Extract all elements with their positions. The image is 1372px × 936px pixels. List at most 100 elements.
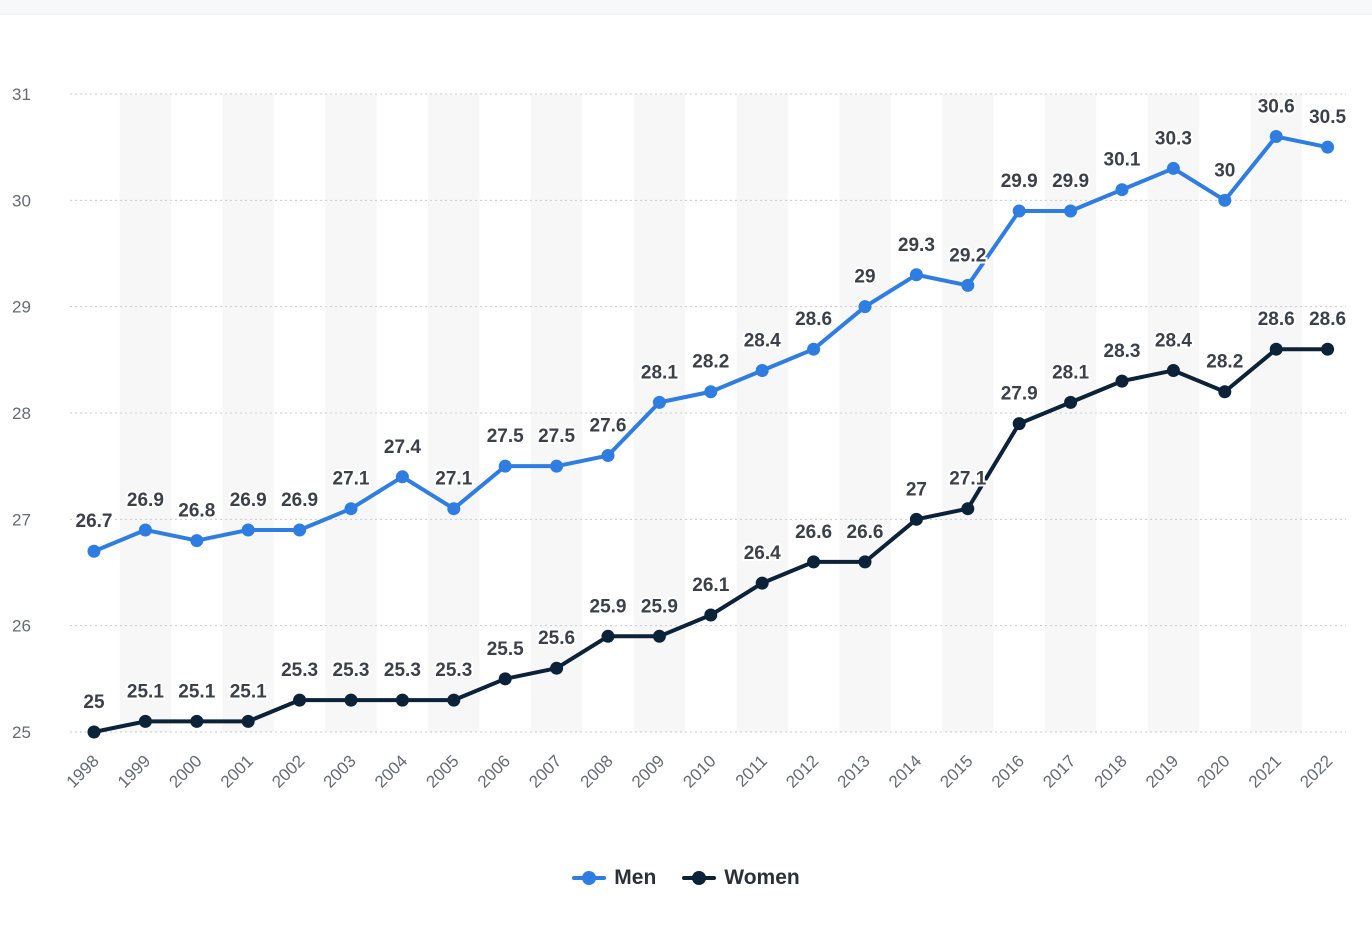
legend-marker-women: [682, 870, 717, 886]
data-point-men[interactable]: [652, 395, 666, 409]
data-point-men[interactable]: [1115, 183, 1129, 197]
data-label-men: 29.2: [949, 245, 986, 266]
data-point-men[interactable]: [601, 449, 615, 463]
data-label-men: 28.4: [744, 330, 781, 351]
data-label-men: 30: [1214, 160, 1235, 181]
legend: Men Women: [0, 866, 1372, 890]
data-point-women[interactable]: [652, 629, 666, 643]
data-point-men[interactable]: [909, 268, 923, 282]
data-label-women: 28.1: [1052, 362, 1089, 383]
data-point-men[interactable]: [1166, 161, 1180, 175]
legend-item-women[interactable]: Women: [682, 866, 800, 890]
y-tick-label: 26: [12, 617, 31, 636]
x-tick-label: 2019: [1142, 751, 1182, 791]
data-label-men: 27.1: [435, 469, 472, 490]
data-label-men: 27.5: [487, 426, 524, 447]
y-tick-label: 31: [12, 85, 31, 104]
data-point-men[interactable]: [344, 502, 358, 516]
y-tick-label: 28: [12, 404, 31, 423]
x-tick-label: 2001: [217, 751, 257, 791]
data-point-women[interactable]: [395, 693, 409, 707]
data-point-men[interactable]: [1269, 130, 1283, 144]
data-point-men[interactable]: [858, 300, 872, 314]
data-point-women[interactable]: [550, 661, 564, 675]
data-label-men: 26.9: [127, 490, 164, 511]
data-point-women[interactable]: [1321, 342, 1335, 356]
data-label-men: 27.6: [590, 416, 627, 437]
data-label-women: 26.4: [744, 543, 781, 564]
data-point-women[interactable]: [1064, 395, 1078, 409]
data-point-women[interactable]: [344, 693, 358, 707]
data-point-women[interactable]: [961, 502, 975, 516]
legend-label-women: Women: [724, 866, 800, 889]
data-point-men[interactable]: [1321, 140, 1335, 154]
data-label-women: 28.6: [1258, 309, 1295, 330]
data-point-men[interactable]: [704, 385, 718, 399]
x-tick-label: 2021: [1245, 751, 1285, 791]
data-point-women[interactable]: [1269, 342, 1283, 356]
data-label-women: 25.5: [487, 639, 524, 660]
data-point-women[interactable]: [138, 714, 152, 728]
data-point-women[interactable]: [909, 512, 923, 526]
data-point-men[interactable]: [1218, 193, 1232, 207]
data-point-women[interactable]: [601, 629, 615, 643]
data-point-women[interactable]: [87, 725, 101, 739]
data-label-men: 29.9: [1052, 171, 1089, 192]
x-tick-label: 2014: [885, 751, 925, 791]
x-tick-label: 2009: [628, 751, 668, 791]
y-tick-label: 29: [12, 298, 31, 317]
data-label-women: 25.3: [384, 660, 421, 681]
data-label-women: 25.9: [590, 596, 627, 617]
data-point-men[interactable]: [1012, 204, 1026, 218]
legend-marker-men: [572, 870, 607, 886]
series-points: [87, 130, 1335, 739]
data-point-women[interactable]: [1166, 363, 1180, 377]
data-point-women[interactable]: [807, 555, 821, 569]
data-point-men[interactable]: [550, 459, 564, 473]
data-point-women[interactable]: [1115, 374, 1129, 388]
data-point-men[interactable]: [498, 459, 512, 473]
legend-dot-women: [692, 871, 707, 885]
data-label-women: 25.3: [435, 660, 472, 681]
legend-item-men[interactable]: Men: [572, 866, 656, 890]
data-point-women[interactable]: [1012, 417, 1026, 431]
data-point-women[interactable]: [190, 714, 204, 728]
data-point-women[interactable]: [498, 672, 512, 686]
data-point-women[interactable]: [241, 714, 255, 728]
data-point-women[interactable]: [858, 555, 872, 569]
x-tick-label: 2000: [165, 751, 205, 791]
data-label-women: 28.3: [1104, 341, 1141, 362]
data-point-men[interactable]: [1064, 204, 1078, 218]
data-point-women[interactable]: [704, 608, 718, 622]
data-point-men[interactable]: [293, 523, 307, 537]
data-point-men[interactable]: [241, 523, 255, 537]
data-label-men: 27.4: [384, 437, 421, 458]
data-point-women[interactable]: [447, 693, 461, 707]
data-point-men[interactable]: [961, 278, 975, 292]
data-point-men[interactable]: [190, 534, 204, 548]
x-axis-ticks: 1998 1999 2000 2001 2002 2003 2004 2005 2006 2007…: [63, 751, 1337, 791]
data-label-women: 25.6: [538, 628, 575, 649]
data-point-women[interactable]: [755, 576, 769, 590]
data-point-men[interactable]: [138, 523, 152, 537]
data-label-women: 27.9: [1001, 384, 1038, 405]
x-tick-label: 2004: [371, 751, 411, 791]
x-tick-label: 2016: [988, 751, 1028, 791]
data-point-men[interactable]: [807, 342, 821, 356]
data-point-men[interactable]: [755, 363, 769, 377]
data-point-men[interactable]: [87, 544, 101, 558]
data-labels: 26.7 26.9 26.8 26.9 26.9 27.1 27.4 27.1 27.5 27.5…: [74, 95, 1349, 715]
data-point-men[interactable]: [447, 502, 461, 516]
x-tick-label: 2017: [1039, 751, 1079, 791]
data-label-women: 27.1: [949, 469, 986, 490]
data-label-women: 25.1: [127, 681, 164, 702]
data-label-men: 29: [854, 267, 875, 288]
data-point-men[interactable]: [395, 470, 409, 484]
data-label-men: 28.2: [692, 352, 729, 373]
x-tick-label: 1998: [63, 751, 103, 791]
series-line-women: [92, 347, 1330, 734]
x-tick-label: 2002: [268, 751, 308, 791]
data-point-women[interactable]: [293, 693, 307, 707]
data-point-women[interactable]: [1218, 385, 1232, 399]
x-tick-label: 2022: [1296, 751, 1336, 791]
